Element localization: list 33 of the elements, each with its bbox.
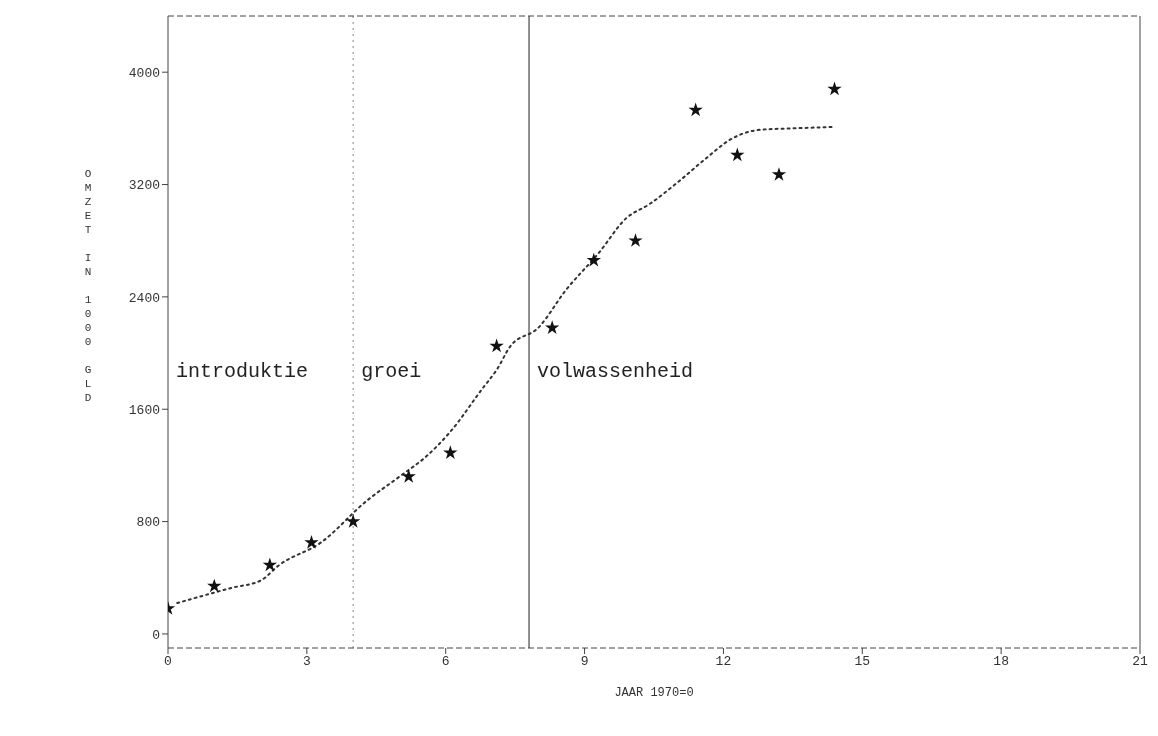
y-tick-label: 800 <box>136 515 160 531</box>
point <box>401 469 416 483</box>
point <box>207 578 222 593</box>
x-tick-label: 6 <box>441 654 450 670</box>
y-axis-title: OMZET IN 1000 GLD <box>82 168 94 406</box>
y-tick-label: 0 <box>152 627 160 643</box>
x-axis-title: JAAR 1970=0 <box>614 686 694 700</box>
point <box>489 338 504 353</box>
point <box>827 81 842 96</box>
point <box>688 102 703 117</box>
annotation: introduktie <box>176 360 309 384</box>
x-tick-label: 18 <box>993 654 1009 670</box>
y-tick-label: 1600 <box>128 402 160 418</box>
y-tick-label: 2400 <box>128 290 160 306</box>
annotation: volwassenheid <box>537 360 694 384</box>
point <box>443 445 458 459</box>
x-tick-label: 12 <box>715 654 732 670</box>
x-tick-label: 21 <box>1132 654 1148 670</box>
y-tick-label: 3200 <box>128 178 160 194</box>
x-tick-label: 3 <box>302 654 311 670</box>
x-tick-label: 9 <box>580 654 589 670</box>
point <box>586 252 602 267</box>
point <box>304 535 319 549</box>
point <box>544 320 560 334</box>
x-tick-label: 0 <box>164 654 172 670</box>
x-tick-label: 15 <box>854 654 871 670</box>
point <box>345 514 361 528</box>
point <box>730 147 745 162</box>
point <box>262 557 278 572</box>
point <box>628 233 643 247</box>
annotation: groei <box>361 360 422 384</box>
y-tick-label: 4000 <box>128 65 160 81</box>
point <box>771 167 787 181</box>
